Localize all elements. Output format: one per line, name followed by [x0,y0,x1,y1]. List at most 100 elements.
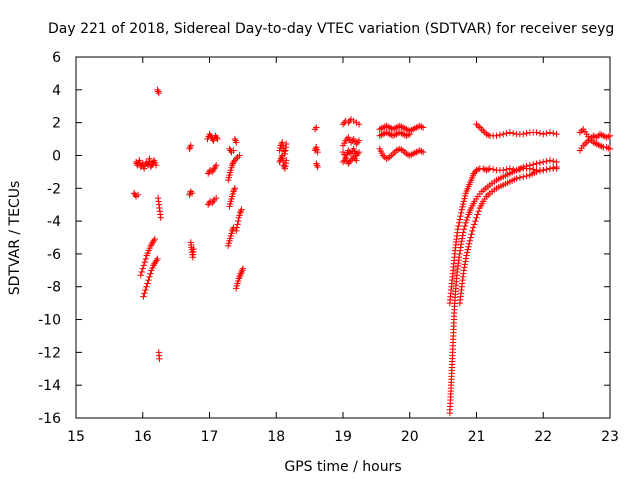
data-point [144,280,151,287]
data-point [543,166,550,173]
data-point [458,235,466,242]
data-point [134,191,142,199]
data-point [606,145,614,153]
data-point [146,273,153,281]
data-point [523,162,530,170]
data-point [353,157,360,164]
y-tick-label: -16 [38,411,61,427]
data-point [543,157,550,165]
data-point [459,232,466,239]
data-point [461,195,468,202]
data-point [136,157,143,164]
data-point [533,168,540,176]
data-point [461,264,468,271]
data-point [536,130,544,137]
data-point [469,224,477,231]
data-point [457,244,464,251]
data-point [190,245,197,253]
data-point [141,258,148,266]
data-point [553,130,560,138]
data-point [314,163,321,171]
data-point [231,185,239,192]
data-point [455,253,463,261]
data-point [546,129,554,136]
data-point [459,200,467,208]
data-point [458,237,465,245]
data-point [236,152,243,159]
data-point [520,163,527,171]
data-point [550,130,557,137]
data-point [155,89,162,97]
x-tick-label: 20 [401,429,419,445]
data-point [486,165,494,172]
x-tick-label: 21 [468,429,486,445]
data-point [533,160,540,167]
data-point [550,164,557,171]
y-tick-label: -2 [47,181,61,197]
data-point [467,234,474,241]
data-point [463,216,470,224]
data-point [457,240,465,248]
data-point [138,268,145,276]
data-point [459,229,467,236]
data-point [463,249,471,256]
data-point [419,148,427,156]
y-tick-label: -10 [38,313,61,329]
y-tick-labels: 6 4 2 0 -2 -4 -6 -8 -10 -12 -14 -16 [38,50,61,427]
data-point [355,121,363,128]
data-point [496,131,504,139]
x-tick-label: 19 [334,429,352,445]
x-axis-label: GPS time / hours [284,459,401,475]
data-point [540,158,547,166]
data-point [151,235,158,243]
y-tick-label: -8 [47,280,61,296]
data-point [234,221,241,228]
data-point [493,132,500,139]
data-point [233,227,240,235]
data-point [454,226,462,233]
data-point [212,162,220,169]
data-point [500,167,507,174]
data-point [540,167,547,174]
y-tick-label: -14 [38,378,61,394]
data-point [139,265,146,272]
data-point [462,219,470,226]
data-point [456,250,463,258]
data-point [355,137,363,144]
data-point [546,157,554,164]
data-points [130,86,614,417]
data-point [233,224,241,231]
x-tick-label: 15 [67,429,85,445]
y-tick-label: 2 [52,116,61,132]
data-point [516,174,524,181]
data-point [461,192,469,200]
data-point [461,222,469,230]
data-point [469,227,476,235]
data-point [187,142,195,149]
x-tick-labels: 15 16 17 18 19 20 21 22 23 [67,429,619,445]
data-point [553,163,560,171]
data-point [314,148,321,156]
data-point [143,283,150,290]
data-point [142,255,149,263]
data-point [458,206,466,213]
data-point [355,148,363,156]
data-point [140,165,148,172]
data-point [465,240,473,247]
y-tick-label: 0 [52,148,61,164]
data-point [456,247,464,254]
data-point [406,130,413,138]
data-point [460,267,468,274]
data-point [513,175,520,182]
x-tick-label: 16 [134,429,152,445]
data-point [279,139,286,146]
data-point [471,221,478,228]
data-point [212,194,220,202]
data-point [489,166,497,173]
data-point [474,211,481,218]
data-point [142,286,149,294]
data-point [147,270,154,277]
data-point [157,214,164,222]
data-point [520,173,527,180]
